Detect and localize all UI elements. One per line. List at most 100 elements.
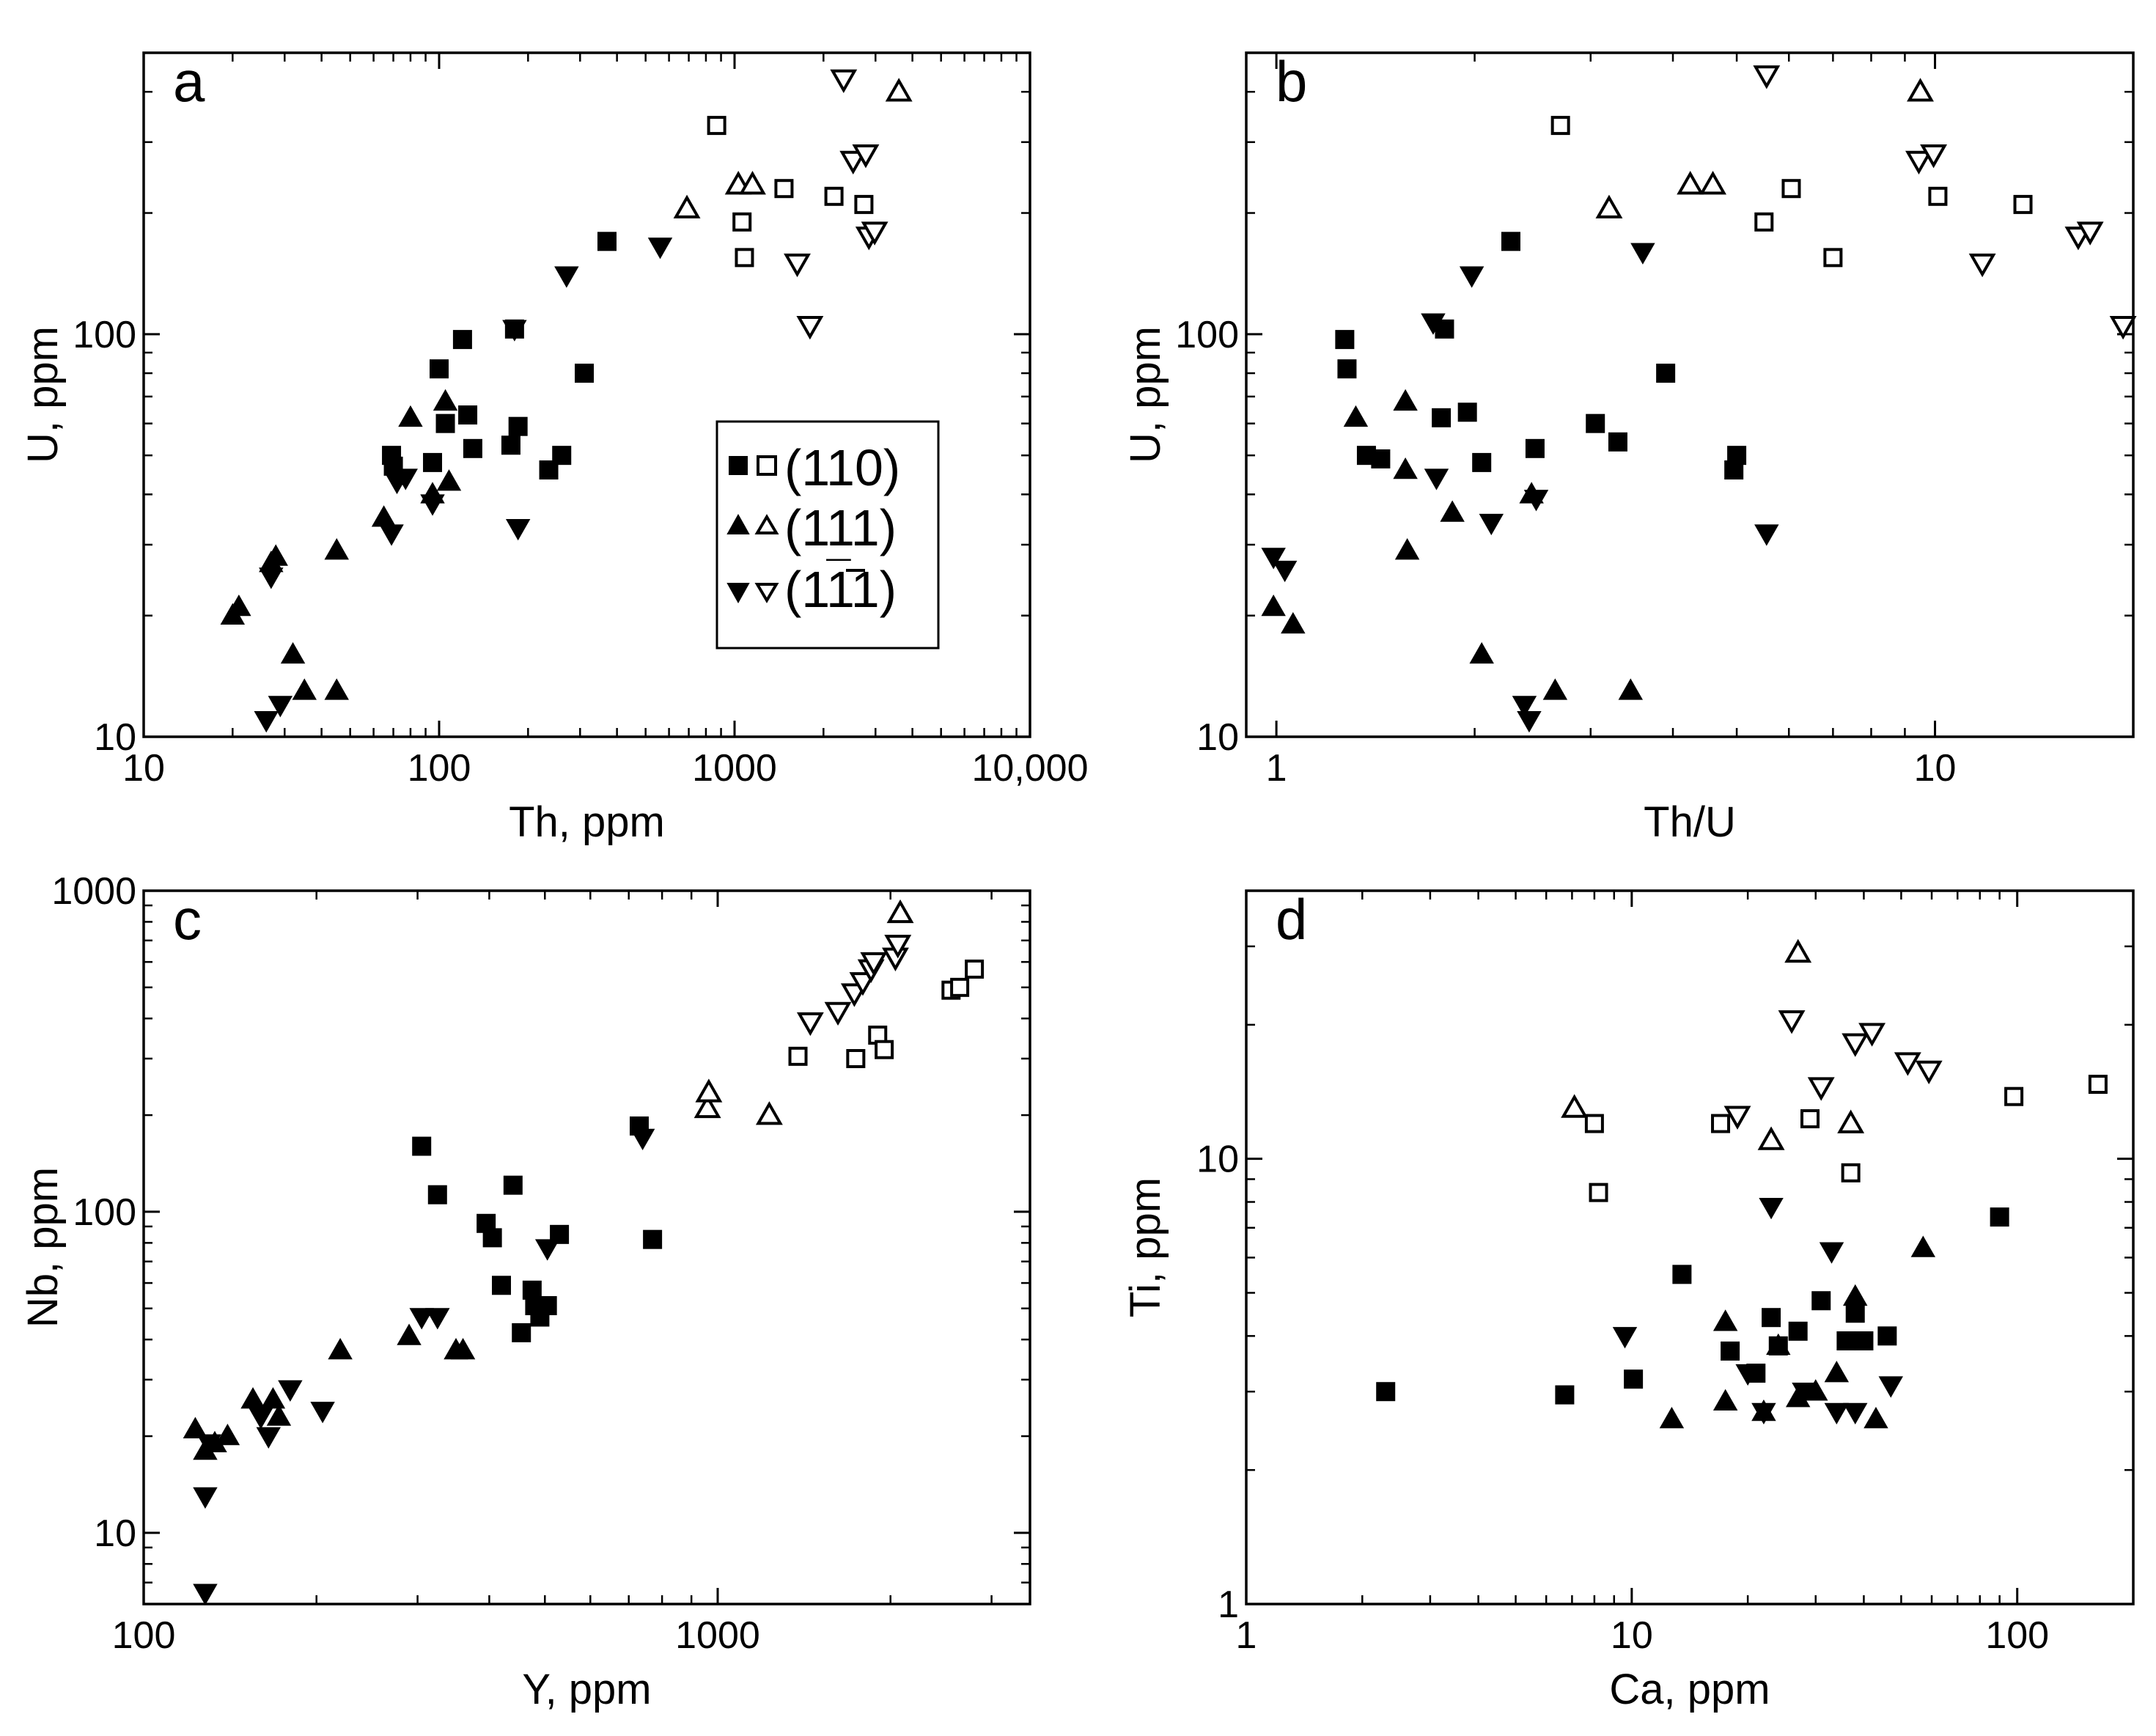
- data-point-triangle-up: [1393, 457, 1418, 479]
- data-point-triangle-down: [860, 952, 888, 976]
- data-point-square: [435, 413, 455, 433]
- data-point-triangle-down: [505, 519, 531, 541]
- data-point-triangle-down: [1807, 1077, 1835, 1101]
- data-point-triangle-down: [1920, 144, 1948, 169]
- data-point-triangle-down: [839, 150, 867, 174]
- data-point-square: [1337, 359, 1357, 379]
- y-axis-title: U, ppm: [1122, 326, 1169, 463]
- data-point-square: [846, 1048, 866, 1068]
- data-point-triangle-down: [647, 238, 673, 260]
- data-point-square: [788, 1046, 808, 1066]
- data-point-triangle-up: [1699, 171, 1727, 195]
- data-point-triangle-down: [852, 144, 880, 169]
- data-point-square: [1823, 248, 1843, 268]
- data-point-triangle-up: [398, 405, 423, 427]
- data-point-triangle-down: [1735, 1364, 1760, 1386]
- x-tick-label: 10: [1611, 1614, 1653, 1657]
- legend-label-1bar11: (111): [784, 561, 897, 618]
- panel-c: 100 1000 10 100 1000 Y, ppm Nb, ppm c: [19, 870, 1031, 1713]
- y-tick-label: 100: [73, 1191, 136, 1234]
- data-point-triangle-up: [1542, 678, 1568, 700]
- data-point-square: [1836, 1331, 1856, 1351]
- data-point-triangle-down: [824, 1001, 852, 1026]
- data-point-triangle-down: [1612, 1327, 1638, 1349]
- data-point-square: [1928, 186, 1948, 206]
- data-point-square: [452, 330, 472, 350]
- data-point-square: [575, 364, 595, 383]
- data-point-square: [875, 1040, 894, 1059]
- data-point-triangle-down: [1751, 1402, 1776, 1425]
- y-axis-title: U, ppm: [19, 326, 67, 463]
- data-point-square: [427, 1185, 447, 1204]
- legend-entry-111: (111): [726, 499, 897, 556]
- data-point-triangle-up: [450, 1338, 476, 1360]
- data-point-triangle-down: [193, 1487, 218, 1509]
- data-point-triangle-up: [1910, 1235, 1936, 1257]
- data-point-square: [1781, 179, 1801, 199]
- legend-square-filled-icon: [729, 456, 748, 475]
- panel-letter: a: [173, 49, 205, 114]
- data-point-triangle-down: [254, 711, 279, 733]
- data-point-square: [1990, 1207, 2009, 1227]
- data-point-triangle-up: [324, 538, 349, 560]
- data-point-triangle-down: [1905, 150, 1932, 174]
- x-tick-label: 1: [1266, 747, 1287, 790]
- data-point-square: [1472, 452, 1492, 472]
- data-point-triangle-down: [1421, 313, 1446, 335]
- x-axis-title: Ca, ppm: [1609, 1666, 1770, 1713]
- data-point-triangle-down: [1792, 1382, 1817, 1405]
- data-point-triangle-down: [1754, 524, 1779, 546]
- data-point-triangle-up: [260, 1387, 286, 1409]
- data-point-square: [1841, 1163, 1861, 1183]
- data-point-square: [552, 446, 572, 466]
- legend-square-open-icon: [757, 455, 777, 476]
- data-point-triangle-up: [183, 1416, 208, 1438]
- data-point-triangle-down: [1858, 1023, 1886, 1047]
- data-point-triangle-down: [1843, 1402, 1868, 1425]
- data-point-square: [1762, 1308, 1781, 1328]
- data-point-triangle-up: [1824, 1361, 1850, 1383]
- data-point-square: [597, 232, 617, 251]
- data-point-square: [492, 1276, 512, 1295]
- data-point-triangle-up: [433, 389, 458, 411]
- data-point-triangle-down: [1630, 243, 1655, 265]
- plot-frame: [142, 51, 1031, 738]
- data-point-square: [501, 435, 520, 455]
- data-point-triangle-down: [830, 69, 858, 94]
- x-tick-label: 100: [408, 747, 471, 790]
- data-point-square: [1435, 319, 1454, 339]
- panel-letter: d: [1276, 887, 1307, 952]
- panel-letter: c: [173, 887, 202, 952]
- panel-d: 1 10 100 1 10 Ca, ppm Ti, ppm d: [1122, 887, 2135, 1713]
- data-point-triangle-down: [884, 935, 912, 959]
- data-point-triangle-up: [1863, 1406, 1888, 1429]
- x-axis-title: Y, ppm: [522, 1666, 651, 1713]
- data-point-triangle-up: [1677, 171, 1704, 195]
- data-point-triangle-up: [1784, 938, 1812, 963]
- y-tick-label: 100: [1175, 314, 1239, 356]
- data-point-square: [1845, 1303, 1865, 1323]
- plot-frame: [142, 889, 1031, 1606]
- y-axis-title: Ti, ppm: [1122, 1177, 1169, 1317]
- data-point-triangle-up: [1659, 1406, 1685, 1429]
- data-point-square: [1584, 1114, 1604, 1133]
- x-axis-title: Th/U: [1644, 798, 1736, 846]
- data-point-triangle-up: [280, 641, 306, 664]
- data-point-triangle-down: [1272, 560, 1298, 583]
- legend-triangle-down-filled-icon: [726, 583, 750, 604]
- data-point-triangle-up: [1561, 1094, 1589, 1118]
- data-point-square: [458, 405, 478, 425]
- legend: (110) (111) (111): [715, 420, 940, 650]
- y-tick-label: 10: [94, 1512, 136, 1555]
- data-point-triangle-down: [196, 1434, 221, 1456]
- data-point-triangle-down: [784, 253, 811, 278]
- data-point-triangle-up: [1261, 595, 1286, 617]
- data-point-triangle-down: [1723, 1106, 1751, 1130]
- legend-label-110: (110): [784, 439, 900, 496]
- data-point-triangle-down: [425, 1308, 450, 1330]
- data-point-triangle-down: [502, 320, 527, 342]
- data-point-square: [1727, 446, 1747, 466]
- data-point-triangle-up: [1393, 389, 1418, 411]
- data-point-triangle-up: [673, 194, 701, 218]
